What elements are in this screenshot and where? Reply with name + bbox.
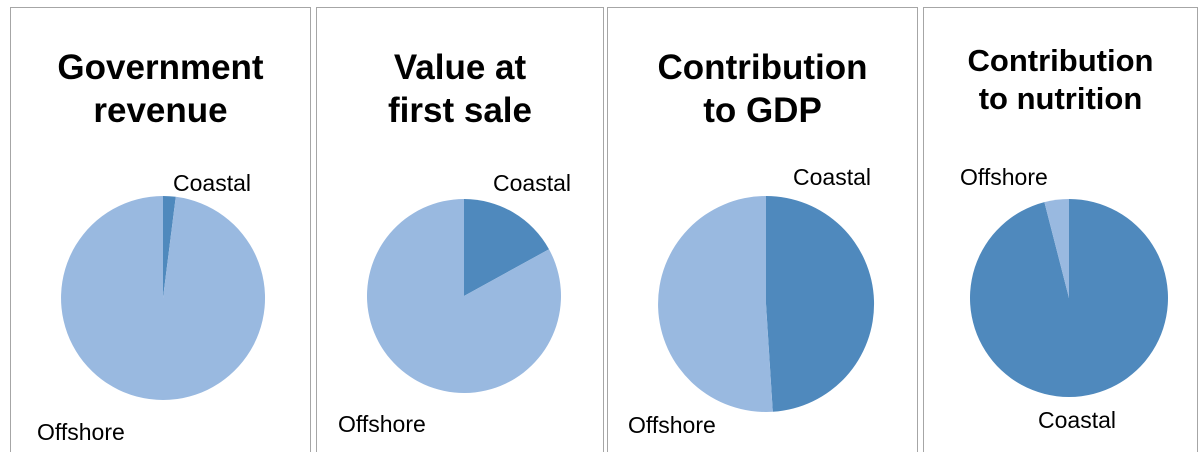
pie-slice-offshore [366, 199, 561, 393]
pie-chart: Coastal Offshore [338, 170, 571, 437]
pie-slice-coastal [163, 196, 176, 298]
pie-chart: Coastal Offshore [628, 164, 875, 438]
chart-title: Value at first sale [317, 46, 603, 133]
chart-panel-government-revenue: Government revenue Coastal Offshore [10, 7, 311, 452]
pie-label-offshore: Offshore [960, 164, 1048, 190]
chart-title: Contribution to nutrition [924, 42, 1197, 119]
pie-slice-coastal [766, 196, 875, 412]
pie-slice-offshore [1044, 199, 1069, 298]
pie-slice-coastal [464, 199, 549, 296]
chart-title: Contribution to GDP [608, 46, 917, 133]
pie-label-offshore: Offshore [338, 411, 426, 437]
pie-slice-coastal [969, 199, 1168, 397]
pie-label-coastal: Coastal [1038, 407, 1116, 433]
pie-chart: Offshore Coastal [960, 164, 1168, 433]
pie-label-offshore: Offshore [37, 419, 125, 445]
chart-panel-contribution-to-nutrition: Contribution to nutrition Offshore Coast… [923, 7, 1198, 452]
chart-title-line-2: to GDP [703, 91, 822, 131]
chart-title-line-2: revenue [93, 91, 228, 131]
pie-label-coastal: Coastal [793, 164, 871, 190]
pie-label-offshore: Offshore [628, 412, 716, 438]
chart-panel-value-at-first-sale: Value at first sale Coastal Offshore [316, 7, 604, 452]
chart-title: Government revenue [11, 46, 310, 133]
chart-title-line-2: to nutrition [978, 81, 1143, 117]
chart-title-line-1: Government [57, 48, 264, 87]
chart-title-line-2: first sale [388, 91, 532, 131]
chart-title-line-1: Contribution [657, 48, 868, 87]
chart-panel-contribution-to-gdp: Contribution to GDP Coastal Offshore [607, 7, 918, 452]
pie-slice-offshore [658, 196, 773, 412]
chart-title-line-1: Contribution [967, 43, 1154, 78]
chart-title-line-1: Value at [393, 48, 527, 87]
pie-chart: Coastal Offshore [37, 170, 266, 445]
pie-slice-offshore [61, 196, 266, 400]
pie-label-coastal: Coastal [173, 170, 251, 196]
pie-label-coastal: Coastal [493, 170, 571, 196]
